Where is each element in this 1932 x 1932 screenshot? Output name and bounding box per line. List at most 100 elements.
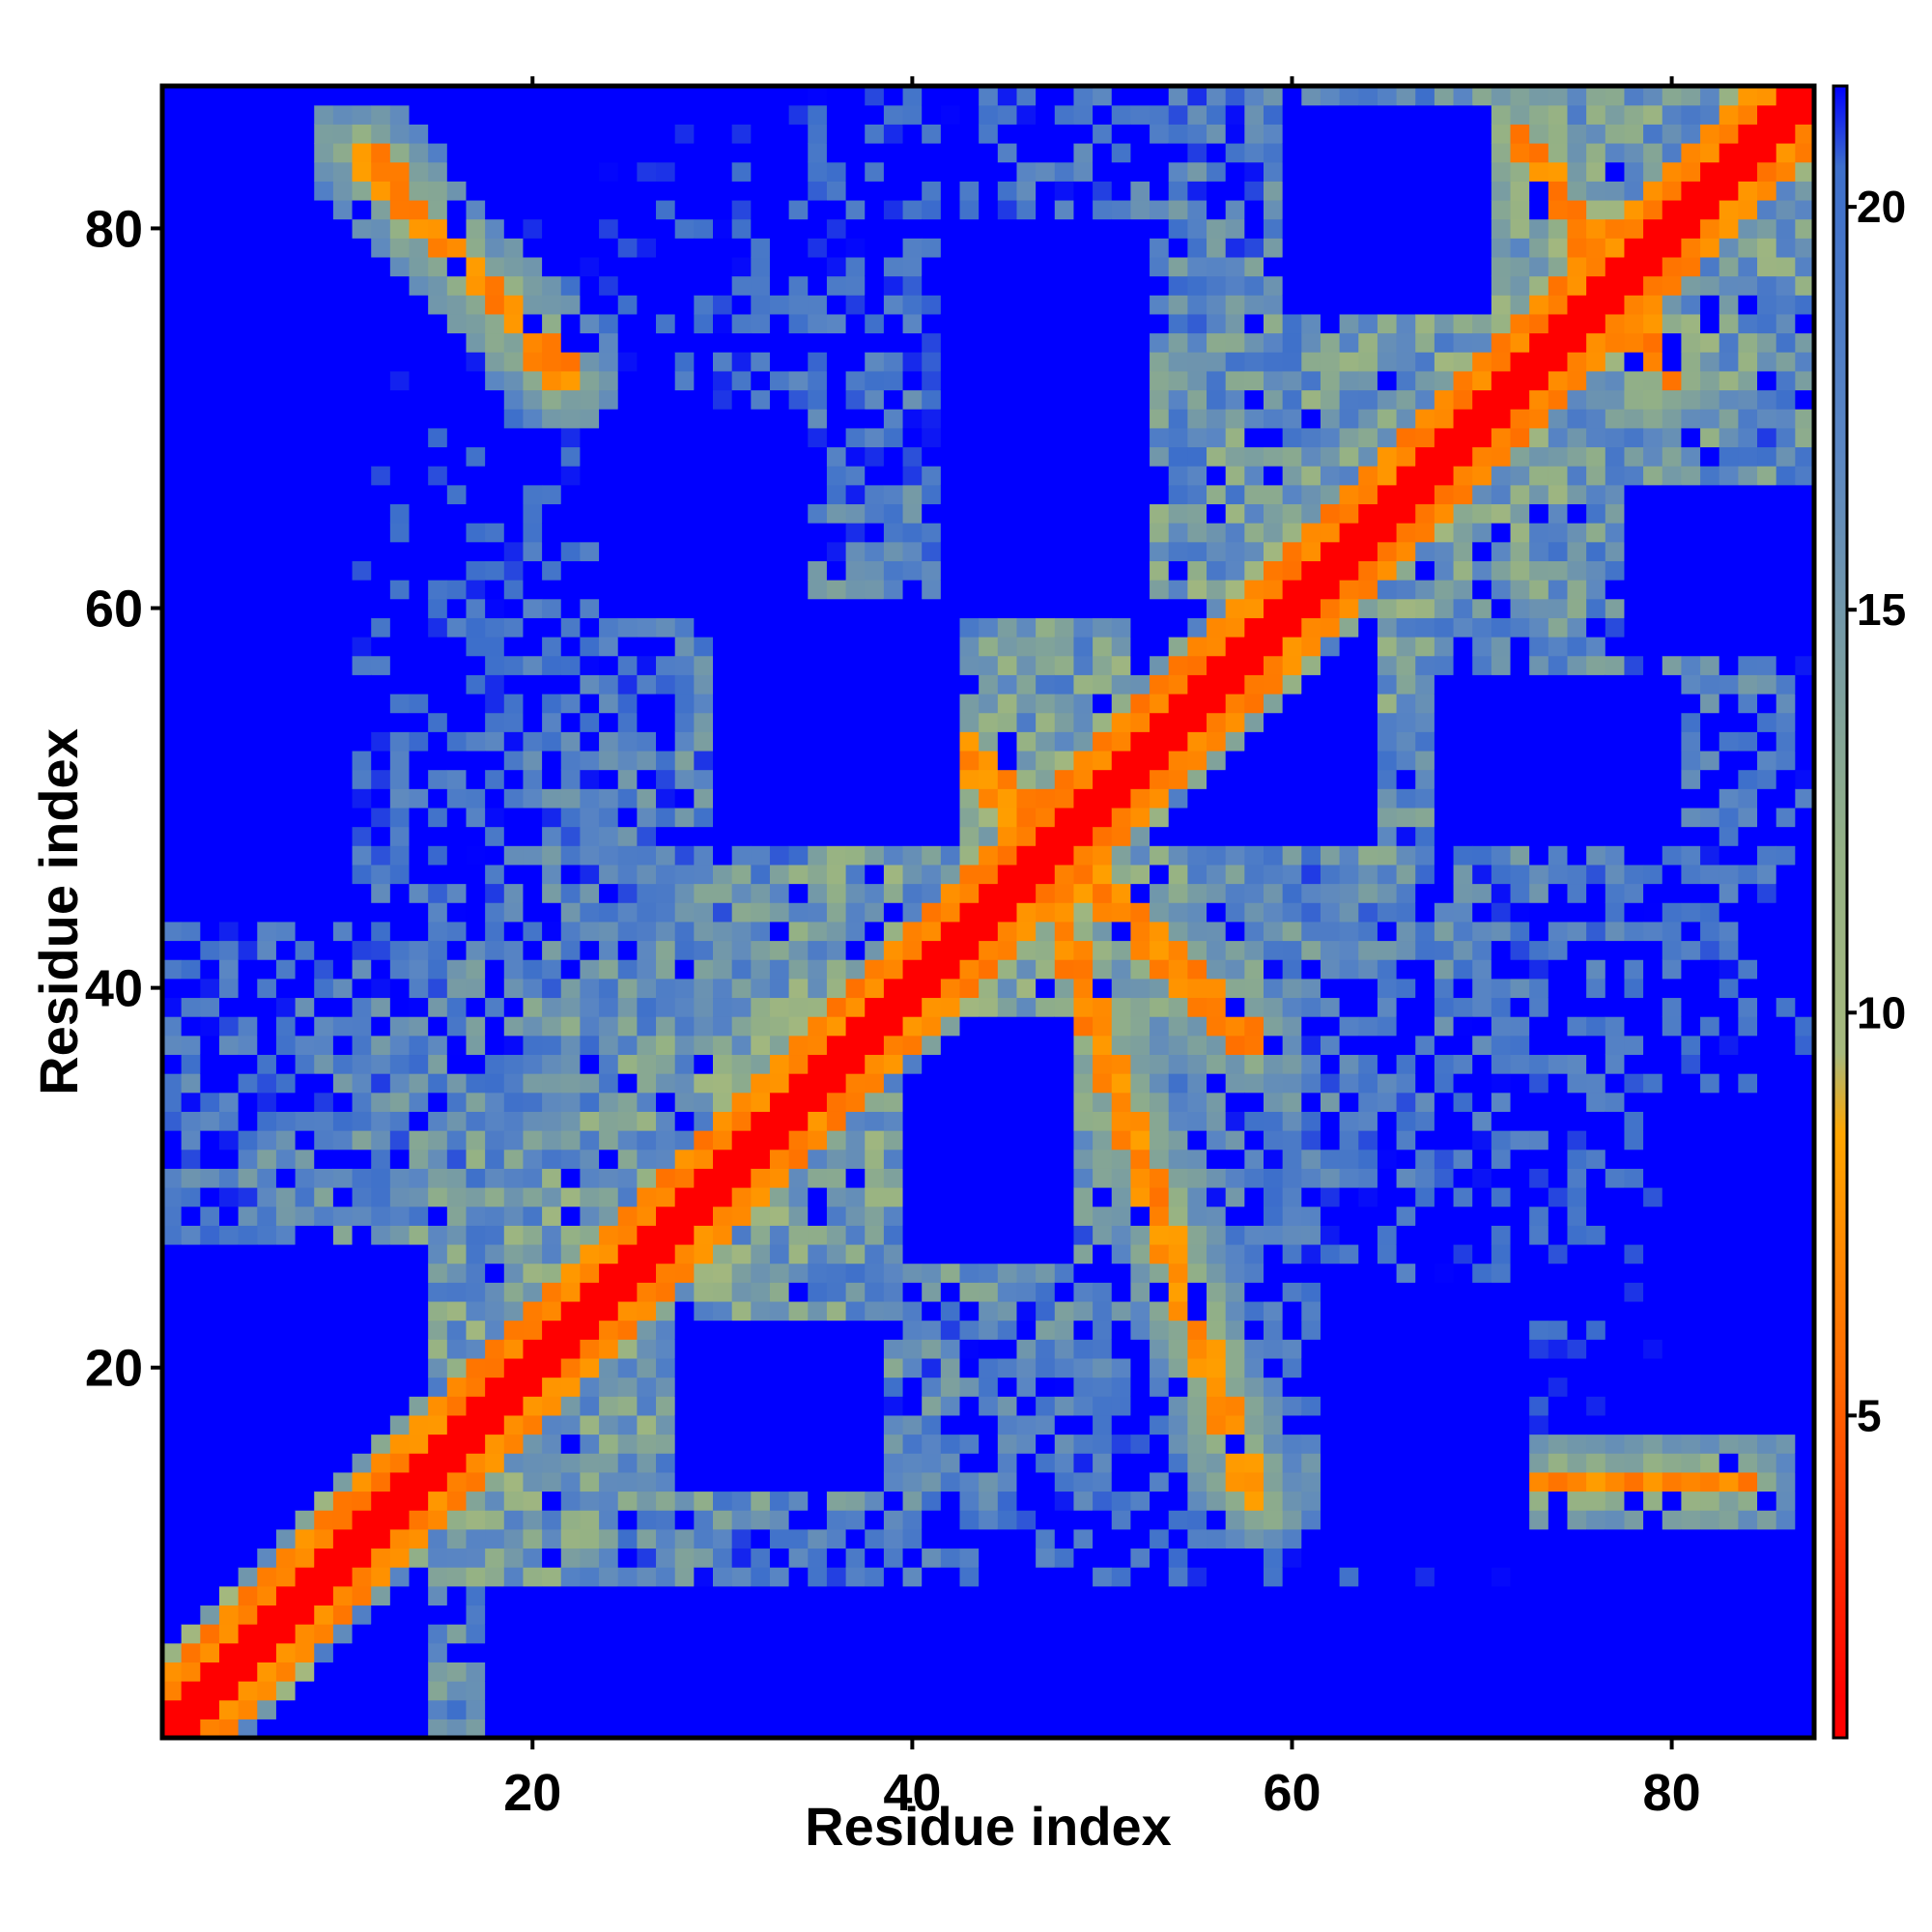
heatmap-cell xyxy=(788,617,809,638)
heatmap-cell xyxy=(238,256,258,277)
heatmap-cell xyxy=(314,1339,334,1359)
heatmap-cell xyxy=(257,1681,277,1701)
heatmap-cell xyxy=(617,1471,638,1492)
heatmap-cell xyxy=(560,807,582,828)
heatmap-cell xyxy=(731,750,752,771)
heatmap-cell xyxy=(389,86,411,106)
heatmap-cell xyxy=(959,1548,980,1568)
heatmap-cell xyxy=(466,1453,486,1473)
heatmap-cell xyxy=(371,598,391,618)
heatmap-cell xyxy=(902,1282,923,1302)
heatmap-cell xyxy=(940,313,961,334)
heatmap-cell xyxy=(1093,921,1113,942)
heatmap-cell xyxy=(1093,142,1113,163)
heatmap-cell xyxy=(523,409,543,429)
heatmap-cell xyxy=(1207,693,1227,714)
heatmap-cell xyxy=(181,466,201,486)
heatmap-cell xyxy=(674,845,695,866)
heatmap-cell xyxy=(826,1206,847,1226)
heatmap-cell xyxy=(997,218,1018,239)
heatmap-cell xyxy=(466,1491,486,1511)
heatmap-cell xyxy=(503,864,525,885)
heatmap-cell xyxy=(162,1491,183,1511)
heatmap-cell xyxy=(485,750,505,771)
heatmap-cell xyxy=(731,1225,752,1245)
heatmap-cell xyxy=(200,655,220,675)
heatmap-cell xyxy=(883,124,904,144)
heatmap-cell xyxy=(845,1471,866,1492)
heatmap-cell xyxy=(389,1434,411,1454)
heatmap-cell xyxy=(1016,1035,1037,1056)
heatmap-cell xyxy=(959,124,980,144)
heatmap-cell xyxy=(200,731,220,752)
heatmap-cell xyxy=(959,1225,980,1245)
heatmap-cell xyxy=(257,1357,277,1378)
heatmap-cell xyxy=(485,86,505,106)
heatmap-cell xyxy=(959,484,980,505)
heatmap-cell xyxy=(200,104,220,125)
heatmap-cell xyxy=(1036,1396,1056,1416)
heatmap-cell xyxy=(409,541,429,561)
heatmap-cell xyxy=(295,1130,315,1151)
heatmap-cell xyxy=(275,1434,297,1454)
heatmap-cell xyxy=(409,1510,429,1530)
heatmap-cell xyxy=(295,1528,315,1549)
heatmap-cell xyxy=(314,959,334,980)
heatmap-cell xyxy=(446,1528,468,1549)
heatmap-cell xyxy=(218,826,240,846)
heatmap-cell xyxy=(389,1016,411,1037)
heatmap-cell xyxy=(1207,1263,1227,1283)
heatmap-cell xyxy=(446,1719,468,1739)
heatmap-cell xyxy=(200,598,220,618)
heatmap-cell xyxy=(656,1624,676,1644)
heatmap-cell xyxy=(275,1642,297,1662)
heatmap-cell xyxy=(352,826,372,846)
heatmap-cell xyxy=(731,959,752,980)
heatmap-cell xyxy=(428,1567,448,1587)
heatmap-cell xyxy=(580,1243,600,1264)
heatmap-cell xyxy=(389,598,411,618)
heatmap-cell xyxy=(560,560,582,581)
heatmap-cell xyxy=(656,389,676,410)
heatmap-cell xyxy=(922,1548,942,1568)
heatmap-cell xyxy=(637,598,657,618)
heatmap-cell xyxy=(485,142,505,163)
heatmap-cell xyxy=(238,332,258,353)
heatmap-cell xyxy=(560,1642,582,1662)
heatmap-cell xyxy=(865,731,885,752)
heatmap-cell xyxy=(637,1471,657,1492)
heatmap-cell xyxy=(674,1016,695,1037)
heatmap-cell xyxy=(466,1206,486,1226)
heatmap-cell xyxy=(694,466,714,486)
heatmap-cell xyxy=(883,1662,904,1682)
heatmap-cell xyxy=(523,807,543,828)
heatmap-cell xyxy=(713,1016,733,1037)
heatmap-cell xyxy=(599,503,619,524)
heatmap-cell xyxy=(428,86,448,106)
heatmap-cell xyxy=(389,1035,411,1056)
heatmap-cell xyxy=(1036,1548,1056,1568)
heatmap-cell xyxy=(1207,978,1227,999)
heatmap-cell xyxy=(769,845,790,866)
heatmap-cell xyxy=(1073,1054,1094,1074)
heatmap-cell xyxy=(162,1548,183,1568)
heatmap-cell xyxy=(769,1111,790,1131)
heatmap-cell xyxy=(656,750,676,771)
heatmap-cell xyxy=(332,693,354,714)
heatmap-cell xyxy=(181,484,201,505)
heatmap-cell xyxy=(617,731,638,752)
heatmap-cell xyxy=(314,1414,334,1435)
heatmap-cell xyxy=(1187,1567,1208,1587)
heatmap-cell xyxy=(731,1111,752,1131)
heatmap-cell xyxy=(200,1225,220,1245)
heatmap-cell xyxy=(162,541,183,561)
heatmap-cell xyxy=(181,940,201,960)
heatmap-cell xyxy=(617,845,638,866)
heatmap-cell xyxy=(865,902,885,923)
heatmap-cell xyxy=(466,1320,486,1340)
heatmap-cell xyxy=(883,598,904,618)
heatmap-cell xyxy=(997,1414,1018,1435)
heatmap-cell xyxy=(275,693,297,714)
heatmap-cell xyxy=(617,637,638,657)
heatmap-cell xyxy=(428,1642,448,1662)
